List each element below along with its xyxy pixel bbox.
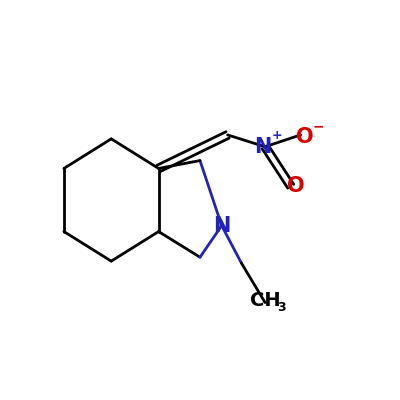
Text: CH: CH xyxy=(250,291,280,310)
Text: +: + xyxy=(272,129,282,142)
Text: N: N xyxy=(213,216,230,236)
Text: 3: 3 xyxy=(277,301,286,314)
Text: −: − xyxy=(312,119,324,133)
Text: O: O xyxy=(287,176,304,196)
Text: N: N xyxy=(254,137,272,157)
Text: O: O xyxy=(296,127,313,147)
